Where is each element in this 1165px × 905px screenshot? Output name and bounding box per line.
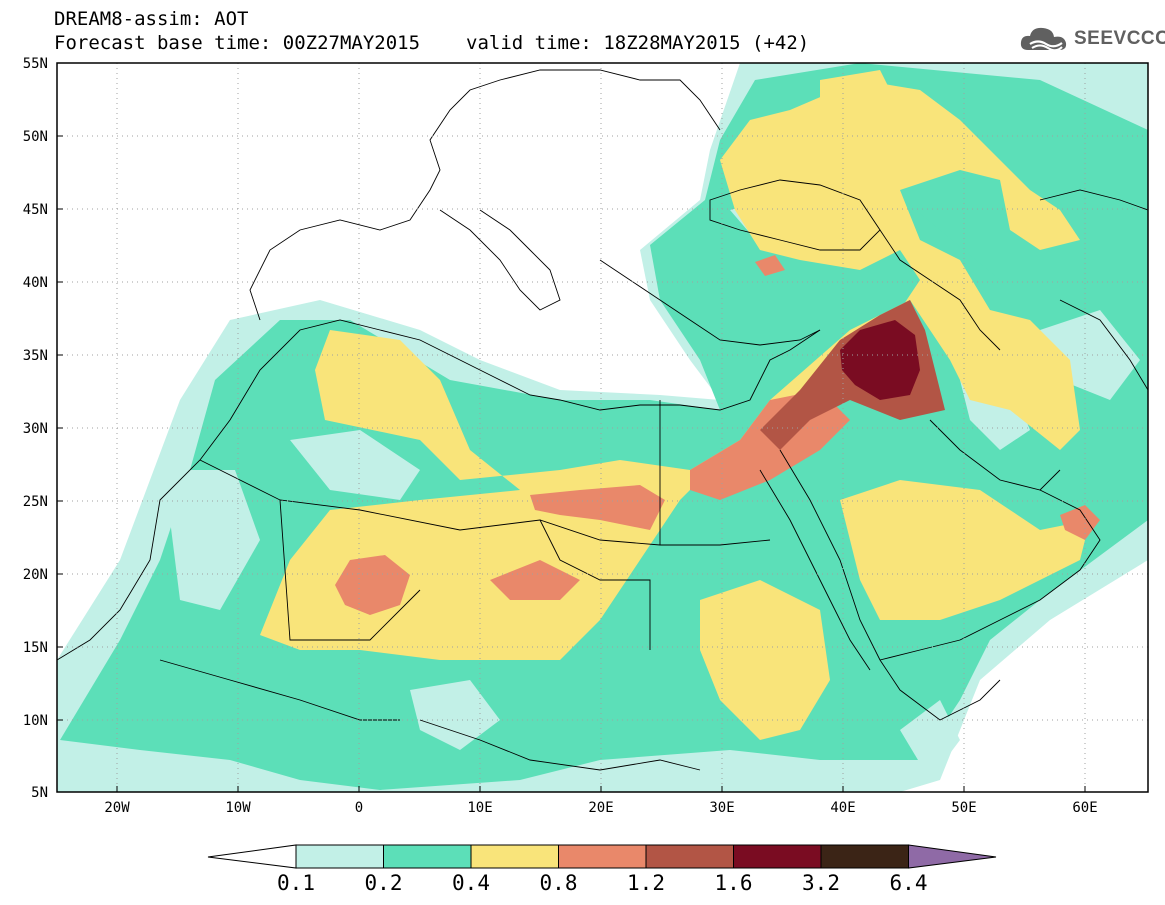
lat-label: 20N [23,567,48,583]
colorbar-swatch [645,844,734,869]
colorbar-swatch [295,844,384,869]
valid-time: valid time: 18Z28MAY2015 (+42) [466,32,810,54]
lat-label: 45N [23,202,48,218]
lat-label: 55N [23,56,48,72]
lat-label: 25N [23,494,48,510]
colorbar-swatch-high [908,844,997,869]
colorbar-label: 1.6 [714,871,753,895]
lon-label: 30E [709,800,734,816]
colorbar-label: 0.1 [277,871,315,895]
lat-label: 10N [23,713,48,729]
aot-band-0-4 [260,70,1090,740]
lat-label: 5N [31,785,48,801]
colorbar-swatch-low [207,844,297,869]
colorbar-label: 1.2 [627,871,665,895]
cloud-icon [1020,27,1067,52]
lon-labels: 20W 10W 0 10E 20E 30E 40E 50E 60E [104,800,1097,816]
colorbar-label: 0.4 [452,871,490,895]
lat-label: 35N [23,348,48,364]
header-line-2: Forecast base time: 00Z27MAY2015 valid ti… [54,32,809,54]
lon-label: 50E [951,800,976,816]
colorbar-swatch [820,844,909,869]
lon-label: 60E [1072,800,1097,816]
forecast-base-time: Forecast base time: 00Z27MAY2015 [54,32,421,54]
colorbar-label: 6.4 [889,871,928,895]
logo-text: SEEVCCC [1074,28,1165,49]
colorbar [207,844,997,869]
colorbar-swatch [733,844,822,869]
aot-band-1-6 [840,320,920,400]
gridlines [57,63,1148,792]
header-line-1: DREAM8-assim: AOT [54,8,249,30]
lon-label: 20E [588,800,613,816]
lat-label: 40N [23,275,48,291]
lat-label: 50N [23,129,48,145]
colorbar-swatch [383,844,472,869]
colorbar-label: 3.2 [802,871,840,895]
colorbar-swatch [558,844,647,869]
lon-label: 10E [467,800,492,816]
lat-label: 15N [23,640,48,656]
lat-label: 30N [23,421,48,437]
lon-label: 40E [830,800,855,816]
colorbar-swatch [470,844,559,869]
axis-ticks [57,135,1086,792]
colorbar-label: 0.2 [364,871,403,895]
lon-label: 0 [355,800,363,816]
seevccc-logo: SEEVCCC [1018,24,1165,54]
coastlines [57,69,1148,771]
lon-label: 20W [104,800,130,816]
lon-label: 10W [225,800,251,816]
lat-labels: 55N 50N 45N 40N 35N 30N 25N 20N 15N 10N … [23,56,48,801]
colorbar-label: 0.8 [539,871,578,895]
